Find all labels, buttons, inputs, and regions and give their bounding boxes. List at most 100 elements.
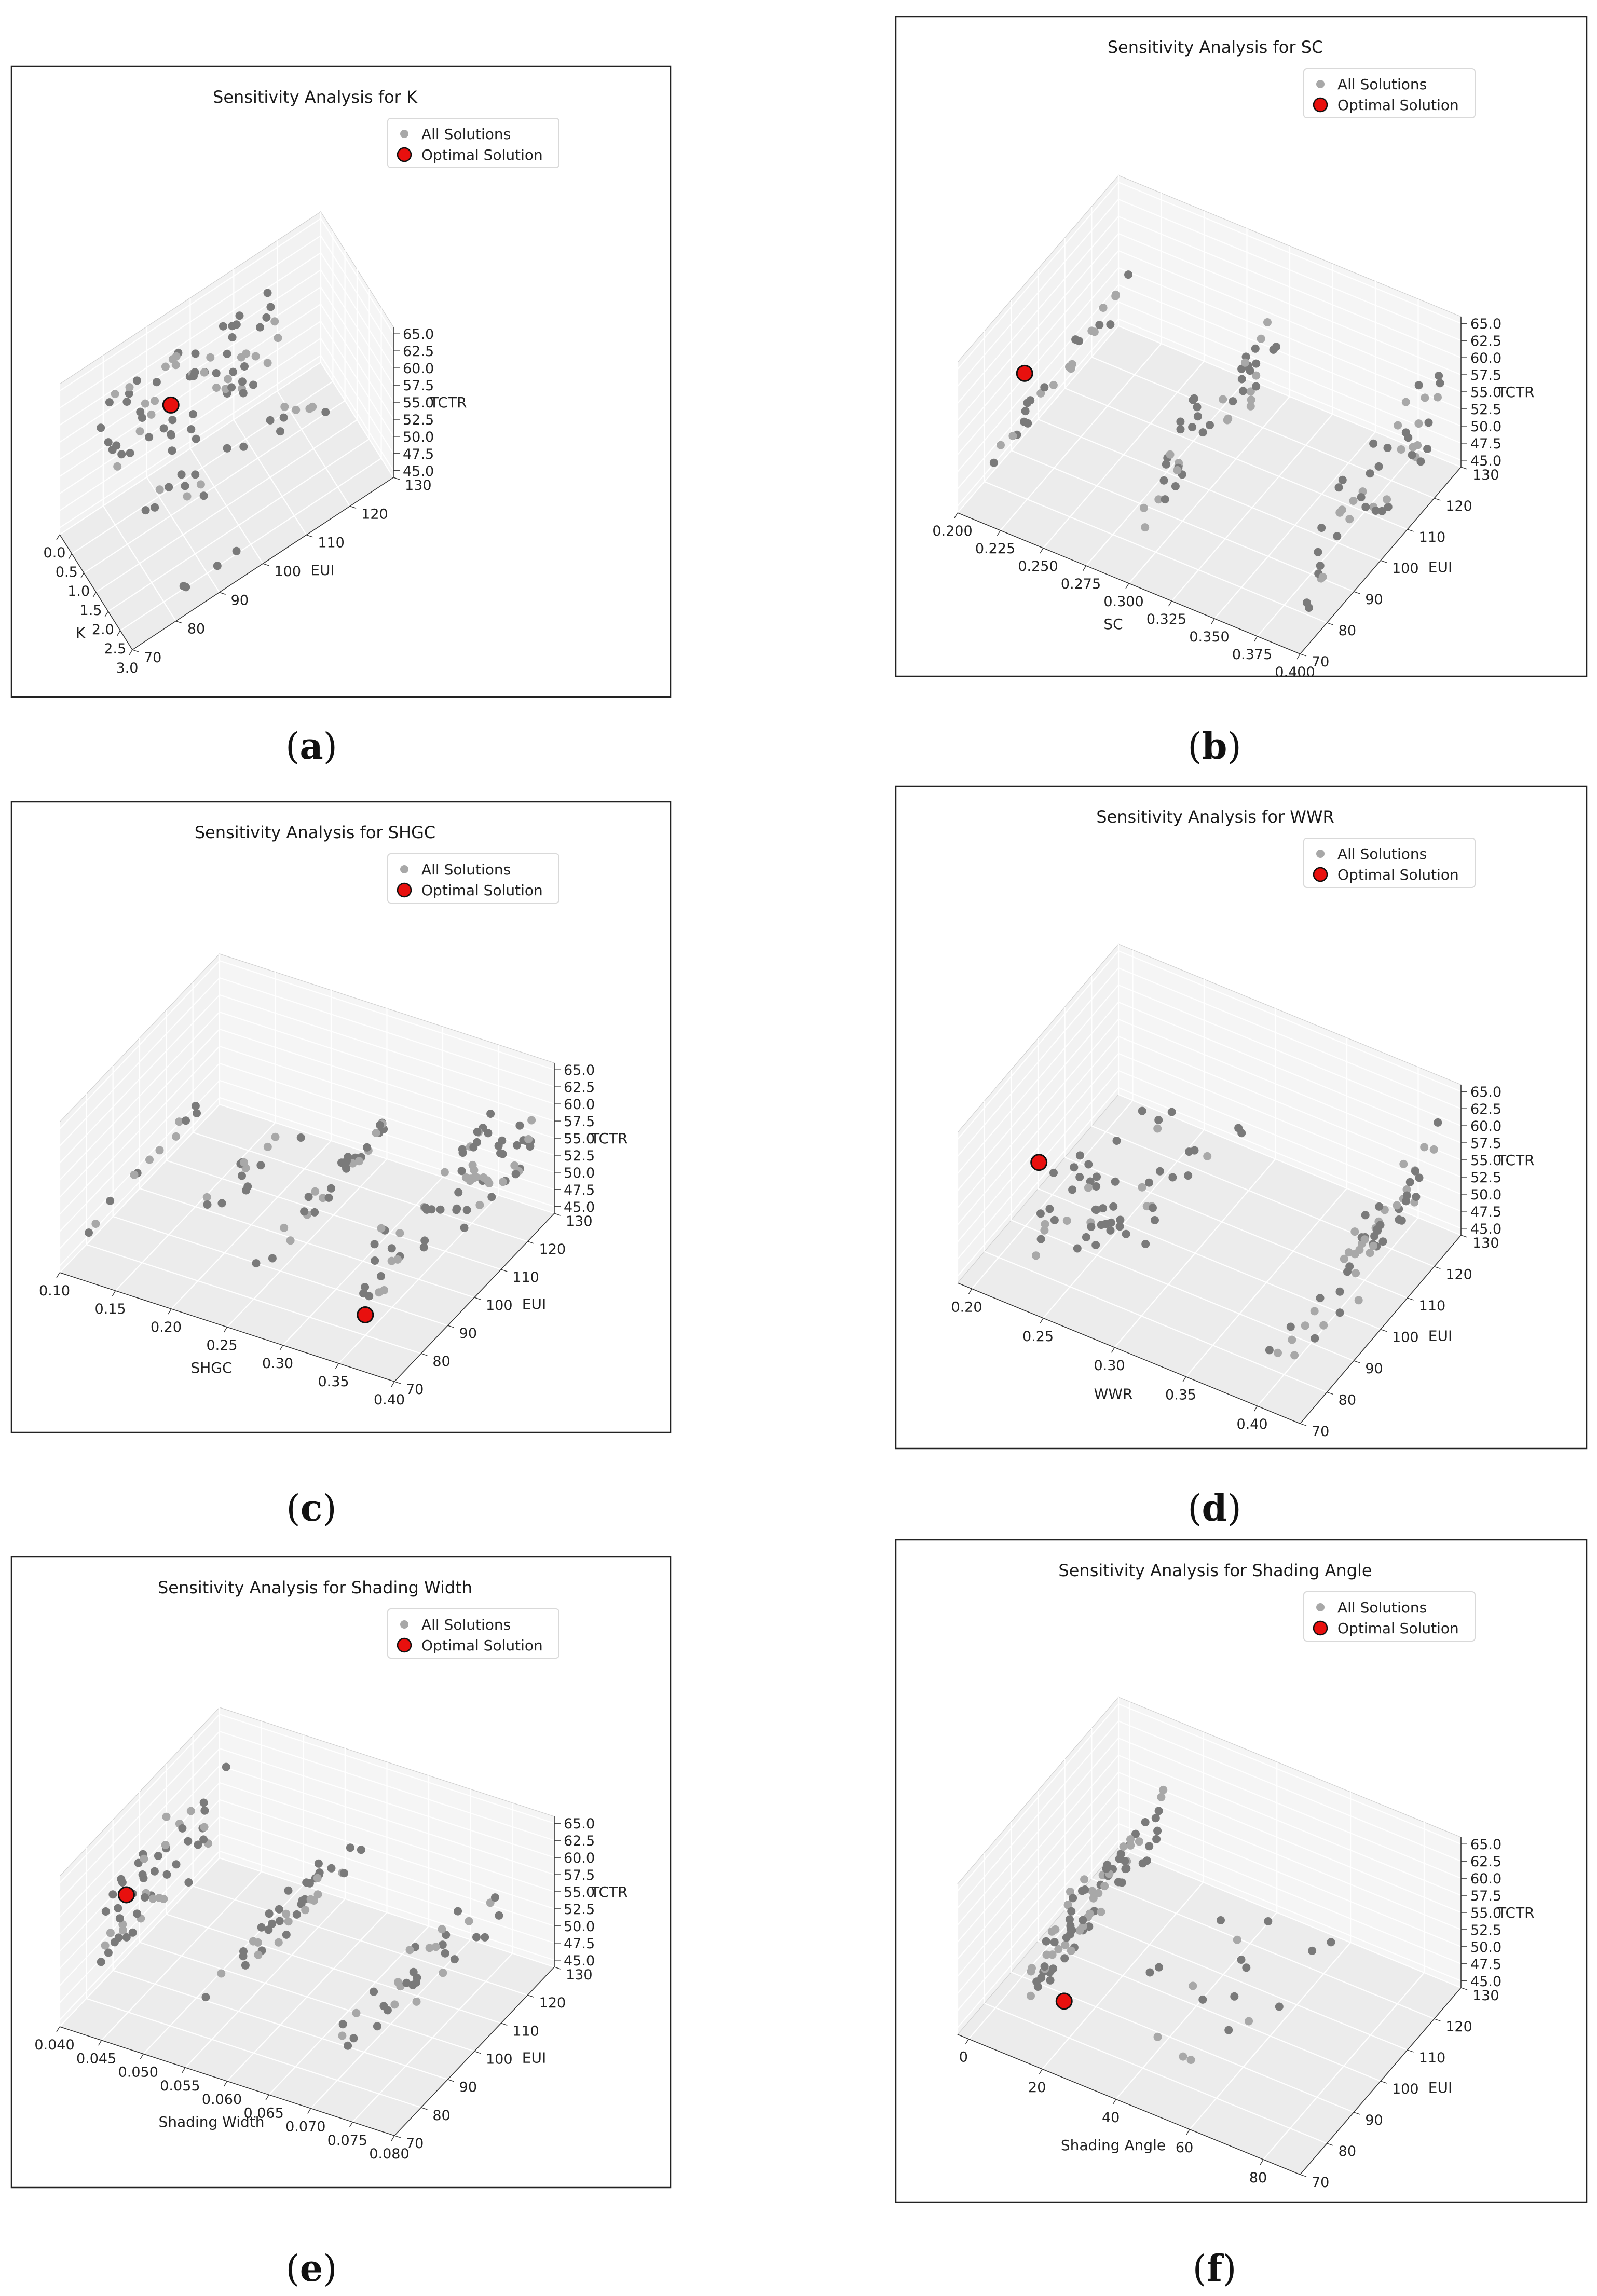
data-point [282,1909,291,1918]
data-point [1217,1916,1225,1924]
data-point [438,1925,446,1934]
data-point [343,1156,351,1165]
grid-line [1118,267,1462,409]
x-tick [307,2108,311,2114]
data-point [1036,389,1045,398]
x-tick [1211,618,1215,624]
data-point [1040,1962,1049,1971]
z-tick-label: 65.0 [564,1062,595,1078]
data-point [1374,462,1383,471]
data-point [1111,290,1120,299]
y-tick [474,1297,481,1300]
z-tick-label: 60.0 [1470,1118,1502,1135]
data-point [1063,1901,1072,1909]
data-point [1198,1995,1207,2004]
data-point [159,424,168,433]
grid-line [1118,985,1462,1127]
grid-line [320,355,394,471]
y-tick [474,2051,481,2054]
data-point [1151,1216,1159,1224]
grid-line [957,267,1119,455]
caption-close-paren: ) [323,725,337,768]
grid-line [957,216,1119,404]
grid-line [219,1045,555,1156]
data-point [1153,1826,1162,1835]
y-tick-label: 90 [459,1325,477,1342]
data-point [223,444,231,453]
data-point [473,1127,482,1136]
grid-line [59,960,220,1129]
data-point [1109,1202,1118,1211]
z-tick-label: 52.5 [1470,402,1502,418]
z-tick-label: 50.0 [564,1165,595,1181]
data-point [319,1194,327,1202]
data-point [140,1854,148,1863]
data-point [1411,1167,1419,1176]
grid-line [219,1097,555,1207]
y-tick [219,592,226,595]
caption-letter: f [1207,2247,1224,2290]
data-point [487,1193,496,1201]
caption-letter: d [1202,1486,1227,1529]
grid-line [59,337,321,511]
grid-line [59,977,220,1146]
grid-line [102,505,176,622]
data-point [1079,1922,1087,1931]
grid-line [113,1215,448,1327]
grid-line [59,1765,220,1935]
data-point [113,462,122,471]
data-point [1081,1885,1089,1894]
grid-line [277,390,351,507]
grid-line [320,218,394,334]
data-point [1176,425,1185,434]
data-point [1142,1856,1151,1865]
y-tick-label: 130 [1472,1988,1499,2004]
x-tick-label: 0.065 [243,2105,283,2121]
data-point [1335,1308,1344,1317]
data-point [1234,1124,1243,1132]
y-tick [1327,1391,1333,1395]
data-point [379,2002,388,2011]
data-point [161,362,170,371]
data-point [1060,1954,1069,1963]
data-point [1242,1963,1251,1972]
data-point [441,1949,449,1958]
scatter-series-all-solutions [1032,1106,1442,1360]
x-axis-label: Shading Angle [1061,2137,1166,2154]
grid-line [957,1720,1119,1908]
data-point [132,376,141,385]
x-tick [1082,565,1087,571]
x-tick [140,2054,144,2059]
data-point [1008,432,1017,440]
grid-line [1118,250,1462,393]
x-tick-label: 0.400 [1275,664,1315,680]
data-point [280,1223,289,1232]
x-axis-label: SC [1103,616,1123,633]
legend-all-marker [400,130,408,138]
data-point [1041,1220,1049,1228]
legend-optimal-label: Optimal Solution [1337,1620,1459,1637]
x-tick [1168,600,1172,607]
data-point [1237,364,1246,373]
z-tick-label: 50.0 [1470,1187,1502,1203]
data-point [1245,2017,1253,2026]
chart-title: Sensitivity Analysis for Shading Width [158,1578,472,1597]
data-point [271,1132,280,1141]
grid-line [59,1851,220,2020]
data-point [147,410,156,419]
data-point [527,1116,536,1125]
y-tick [1380,1329,1387,1332]
data-point [485,1179,494,1187]
data-point [177,470,186,479]
data-point [178,1824,187,1833]
data-point [266,416,275,425]
caption-letter: b [1202,725,1227,768]
data-point [117,1875,126,1883]
legend-all-marker [1316,80,1325,88]
z-tick-label: 62.5 [1470,333,1502,349]
data-point [1310,1307,1319,1316]
caption-close-paren: ) [1222,2247,1236,2290]
x-tick-label: 0.045 [76,2051,116,2067]
data-point [1062,1933,1071,1942]
data-point [310,1208,319,1217]
